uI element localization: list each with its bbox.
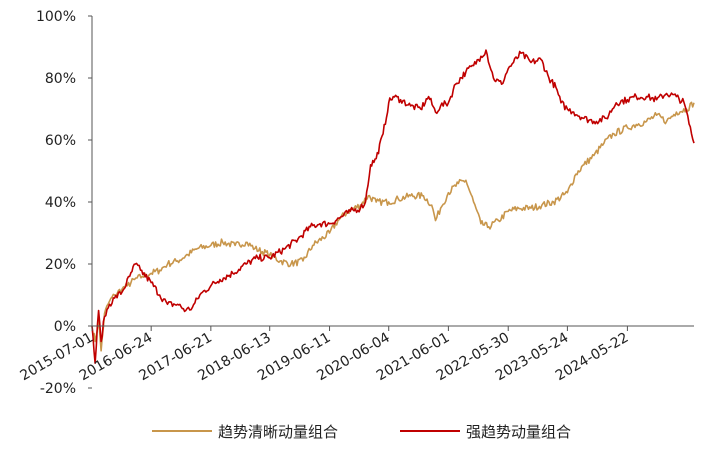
y-tick-label: 100%: [36, 9, 76, 25]
y-axis-ticks: -20% 0% 20% 40% 60% 80% 100%: [36, 9, 92, 397]
y-tick-label: 20%: [45, 257, 76, 273]
y-tick-label: -20%: [40, 381, 76, 397]
legend-label-1: 趋势清晰动量组合: [218, 423, 338, 441]
y-tick-label: 80%: [45, 71, 76, 87]
y-tick-label: 0%: [54, 319, 76, 335]
legend: 趋势清晰动量组合 强趋势动量组合: [152, 423, 571, 441]
y-tick-label: 40%: [45, 195, 76, 211]
y-tick-label: 60%: [45, 133, 76, 149]
series-layer: [91, 49, 695, 364]
x-axis-ticks: 2015-07-012016-06-242017-06-212018-06-13…: [18, 326, 631, 384]
legend-label-2: 强趋势动量组合: [466, 423, 571, 441]
series-line-2: [91, 49, 695, 364]
series-line-1: [91, 101, 695, 352]
